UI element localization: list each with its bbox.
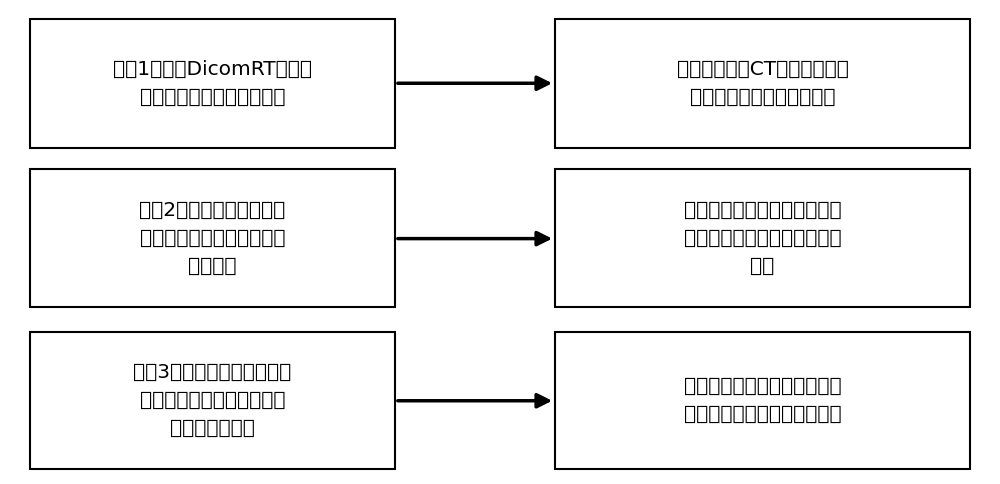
FancyBboxPatch shape (30, 169, 395, 307)
FancyBboxPatch shape (30, 19, 395, 148)
FancyBboxPatch shape (555, 332, 970, 469)
Text: 核心内容：从CT图像提取双眼
中心距离，眉心到鼻尖距离: 核心内容：从CT图像提取双眼 中心距离，眉心到鼻尖距离 (677, 60, 848, 107)
FancyBboxPatch shape (555, 19, 970, 148)
Text: 步骤1：通过DicomRT文件获
取患者头部的三维数据信息: 步骤1：通过DicomRT文件获 取患者头部的三维数据信息 (113, 60, 312, 107)
FancyBboxPatch shape (555, 169, 970, 307)
FancyBboxPatch shape (30, 332, 395, 469)
Text: 步骤2：利用摄像模组进行
患者脸部图像获取，提取脸
部关键点: 步骤2：利用摄像模组进行 患者脸部图像获取，提取脸 部关键点 (139, 201, 286, 276)
Text: 核心内容：提取眼睛轮廓、眼
球位置、眉心位置与鼻尖位置
信息: 核心内容：提取眼睛轮廓、眼 球位置、眉心位置与鼻尖位置 信息 (684, 201, 841, 276)
Text: 核心内容：基于仿射变换，提
取头部的旋转矩阵与平移向量: 核心内容：基于仿射变换，提 取头部的旋转矩阵与平移向量 (684, 377, 841, 424)
Text: 步骤3：通过脸部图像信息，
计算人脸与摄像模组的相对
距离，倾斜角度: 步骤3：通过脸部图像信息， 计算人脸与摄像模组的相对 距离，倾斜角度 (133, 363, 292, 438)
